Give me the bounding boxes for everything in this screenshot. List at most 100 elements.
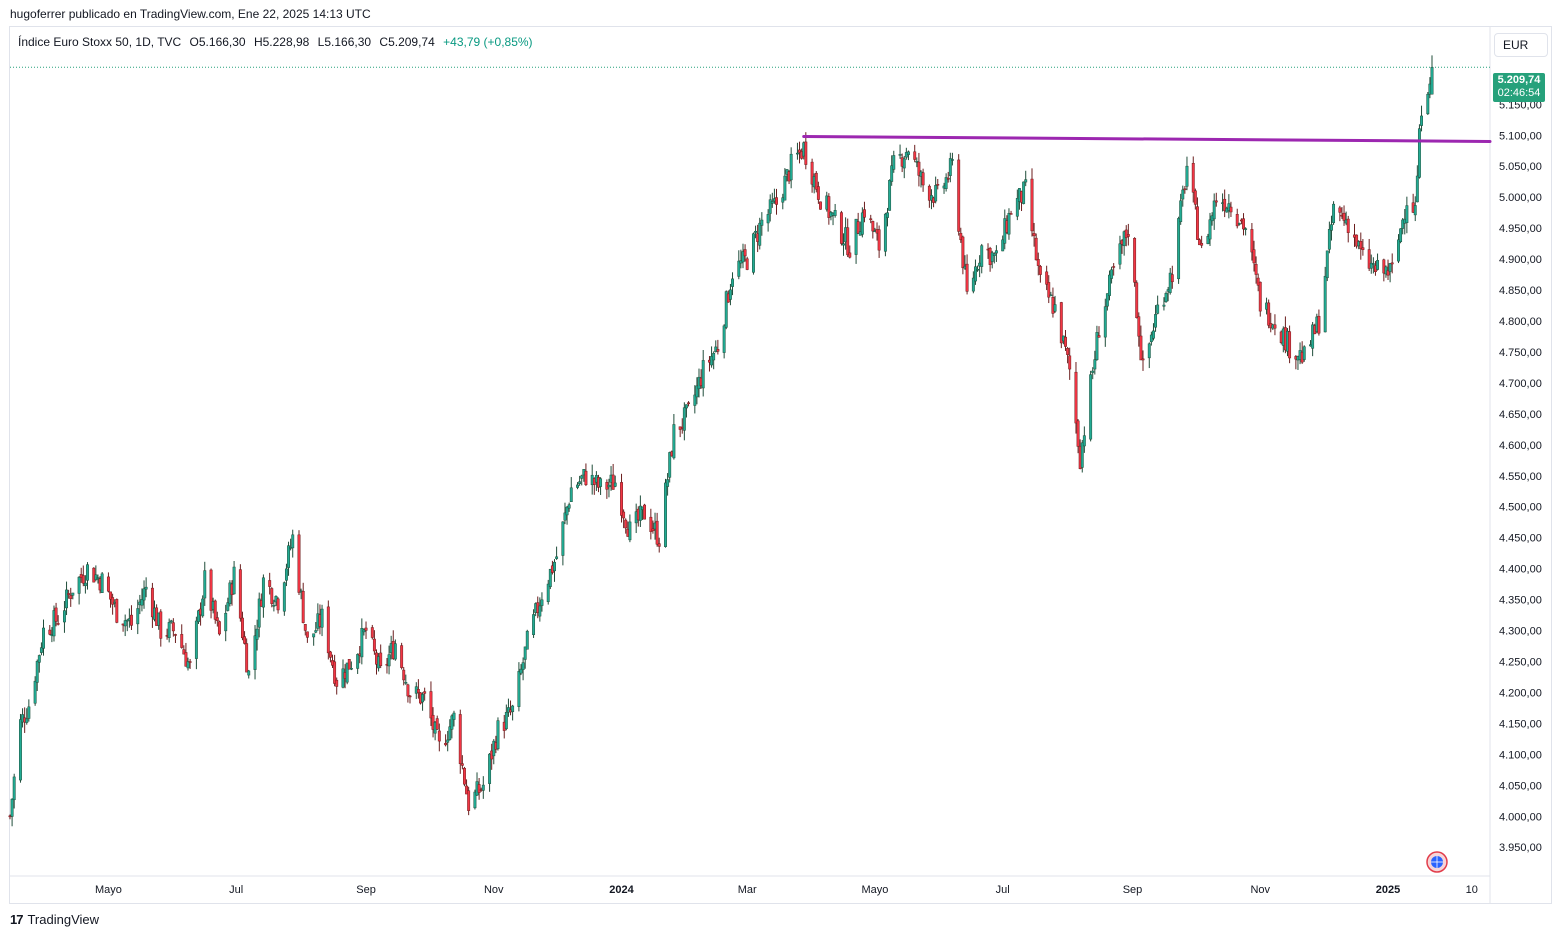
- candle: [247, 669, 251, 679]
- candle-body: [238, 569, 242, 619]
- candle: [197, 609, 200, 624]
- candle: [846, 218, 850, 258]
- candle: [517, 662, 521, 712]
- y-axis[interactable]: 5.150,00 5.100,00 5.050,00 5.000,00 4.950,00…: [1499, 99, 1542, 854]
- candle: [125, 618, 129, 632]
- candle: [1323, 266, 1327, 333]
- candle: [54, 602, 58, 627]
- candle-body: [842, 243, 845, 246]
- candle: [159, 609, 163, 647]
- candle: [934, 176, 938, 204]
- candle-body: [450, 715, 454, 730]
- candle: [1193, 188, 1197, 210]
- currency-button[interactable]: EUR: [1494, 33, 1548, 57]
- candle-body: [643, 504, 647, 520]
- candle-body: [194, 620, 198, 659]
- candle: [301, 582, 305, 624]
- candle-body: [1371, 263, 1375, 265]
- y-tick-label: 4.450,00: [1499, 533, 1542, 545]
- candle-body: [1258, 281, 1262, 312]
- candle: [1346, 215, 1350, 243]
- legend-change: +43,79 (+0,85%): [443, 35, 533, 49]
- candle-body: [1254, 263, 1258, 275]
- candle: [1369, 254, 1373, 274]
- candle-body: [387, 654, 391, 667]
- candle: [770, 192, 774, 208]
- candle-body: [1066, 348, 1070, 355]
- candle-body: [569, 487, 573, 502]
- candle: [842, 233, 845, 256]
- candle: [666, 473, 670, 496]
- candle: [758, 217, 762, 250]
- candle: [701, 350, 705, 397]
- candle: [1371, 257, 1375, 274]
- candle-body: [1256, 277, 1260, 286]
- candle: [1051, 287, 1055, 318]
- candle: [109, 591, 112, 608]
- candle: [898, 144, 902, 159]
- candle-body: [731, 278, 734, 287]
- footer-brand[interactable]: 17 TradingView: [10, 912, 99, 927]
- candle: [519, 664, 523, 676]
- candle: [1244, 227, 1248, 236]
- candle-body: [356, 654, 360, 669]
- x-axis[interactable]: Mayo Jul Sep Nov 2024 Mar Mayo Jul Sep Nov 2025 10: [95, 884, 1478, 896]
- candle: [182, 645, 186, 655]
- legend-close: C5.209,74: [379, 35, 435, 49]
- candle-body: [1034, 237, 1038, 261]
- candle-body: [927, 185, 931, 201]
- candle: [1413, 196, 1417, 222]
- x-tick-label: Nov: [484, 884, 504, 896]
- candle-body: [1267, 302, 1271, 326]
- candle-body: [613, 482, 617, 487]
- x-tick-label: 2024: [609, 884, 634, 896]
- tradingview-globe-icon[interactable]: [1426, 851, 1448, 873]
- candle-body: [257, 598, 261, 628]
- candle-body: [890, 165, 894, 182]
- candle: [1332, 201, 1336, 225]
- candle-body: [52, 610, 56, 637]
- candle: [728, 283, 732, 306]
- candle: [333, 654, 337, 687]
- candle-body: [1103, 306, 1107, 338]
- candle-body: [452, 712, 456, 720]
- candle: [580, 474, 584, 486]
- candle-body: [1311, 324, 1315, 349]
- candle-body: [684, 404, 688, 409]
- candle: [245, 638, 249, 673]
- candle: [871, 220, 875, 239]
- publication-header: hugoferrer publicado en TradingView.com,…: [10, 7, 371, 21]
- candle: [1214, 192, 1218, 207]
- x-tick-label: Nov: [1250, 884, 1270, 896]
- candle-body: [833, 210, 837, 216]
- footer-brand-label: TradingView: [27, 912, 100, 927]
- candle-body: [448, 726, 452, 740]
- candle-body: [326, 606, 330, 654]
- candle: [957, 154, 961, 236]
- candle: [814, 171, 818, 193]
- candle: [599, 477, 603, 495]
- candle: [1417, 124, 1421, 179]
- candle-body: [247, 670, 251, 676]
- candle: [1327, 221, 1331, 254]
- candle: [620, 473, 623, 523]
- candle: [1237, 222, 1241, 226]
- candle: [974, 259, 977, 285]
- candle-body: [402, 669, 406, 681]
- candle: [25, 708, 29, 725]
- candle-body: [638, 505, 642, 521]
- candle: [452, 710, 456, 727]
- candle: [1137, 312, 1141, 347]
- trendline-layer[interactable]: [802, 134, 1492, 143]
- candle: [463, 766, 466, 787]
- candle: [1022, 181, 1026, 205]
- candle: [672, 414, 676, 460]
- candle: [209, 568, 213, 619]
- candle: [1097, 326, 1101, 338]
- candle: [1390, 253, 1394, 274]
- candle: [1223, 189, 1227, 218]
- candle-body: [467, 790, 471, 811]
- candle: [1156, 295, 1160, 315]
- candle: [370, 624, 374, 640]
